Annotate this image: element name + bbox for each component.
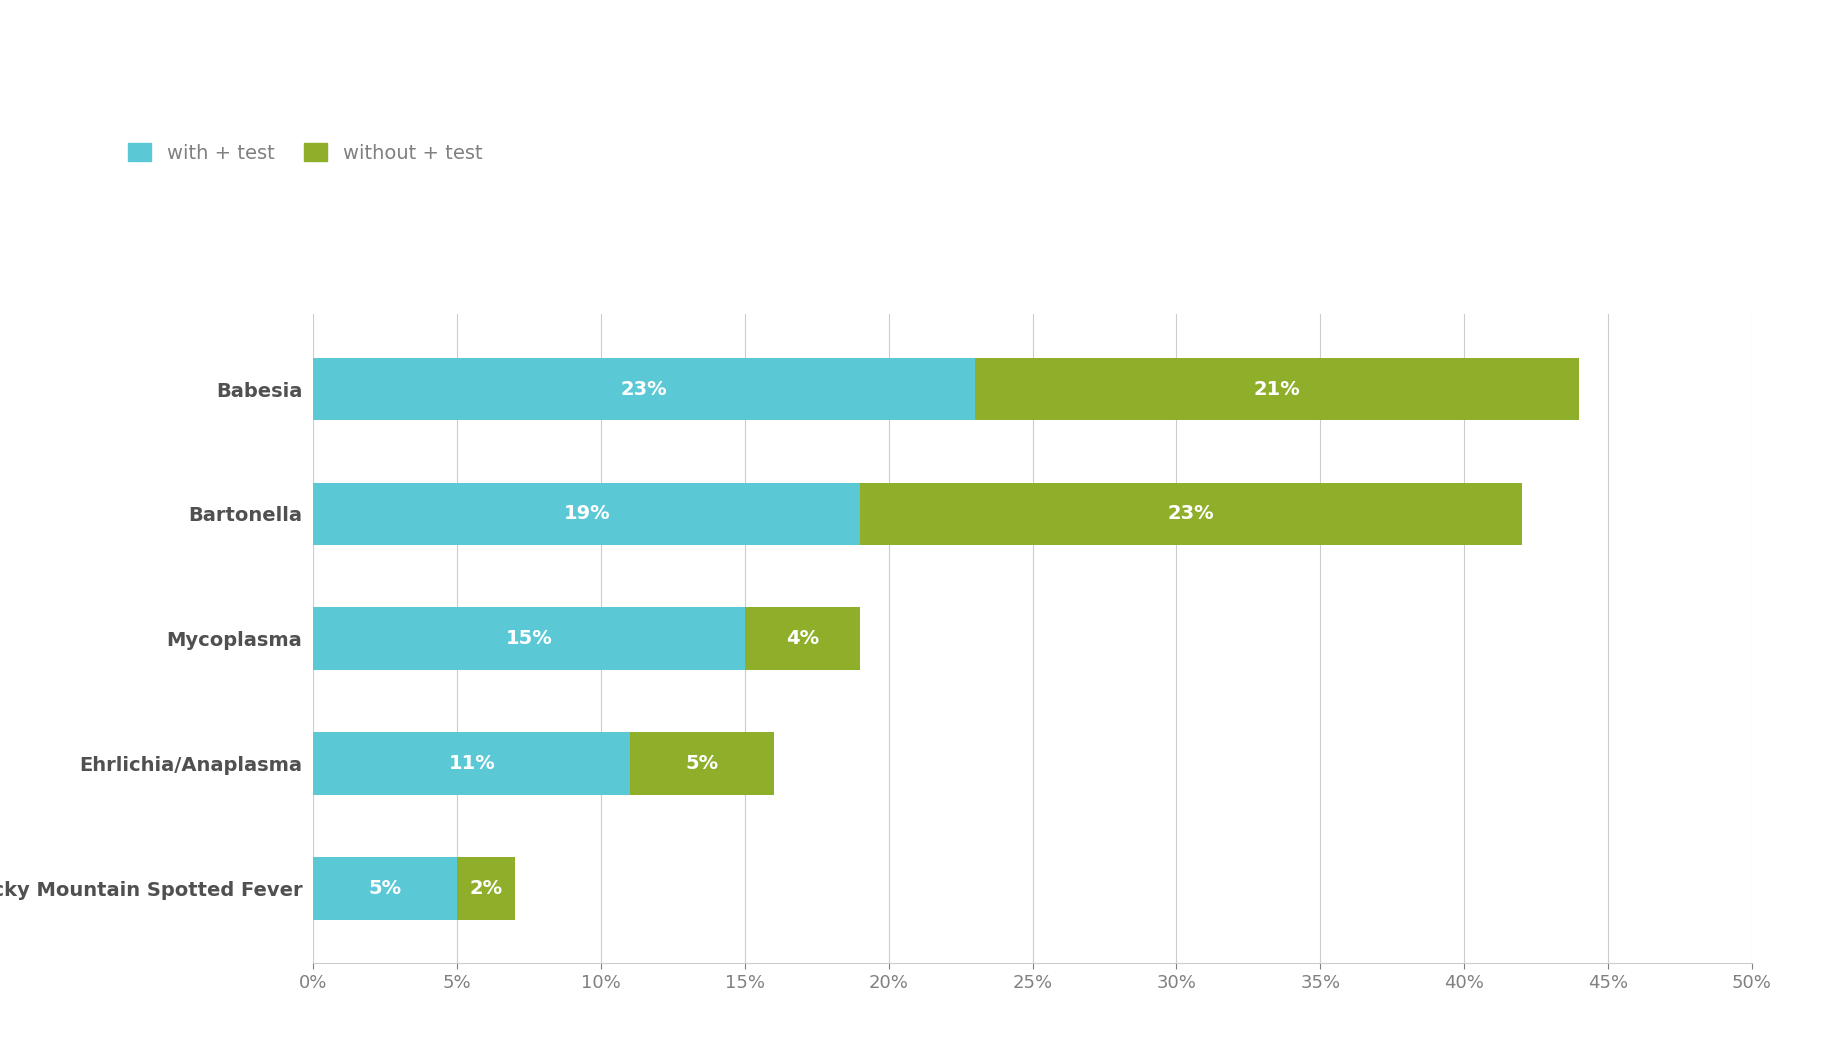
Text: 19%: 19%	[564, 505, 610, 524]
Bar	[975, 358, 1578, 420]
Bar	[313, 483, 859, 545]
Text: 2%: 2%	[470, 878, 503, 898]
Bar	[631, 732, 774, 795]
Text: 21%: 21%	[1254, 379, 1300, 399]
Legend: with + test, without + test: with + test, without + test	[120, 135, 491, 171]
Text: 4%: 4%	[786, 629, 819, 648]
Text: 11%: 11%	[448, 754, 494, 773]
Bar	[859, 483, 1521, 545]
Bar	[745, 607, 859, 670]
Bar	[313, 857, 457, 919]
Text: 15%: 15%	[505, 629, 553, 648]
Bar	[313, 732, 631, 795]
Bar	[457, 857, 514, 919]
Text: 5%: 5%	[369, 878, 402, 898]
Text: 23%: 23%	[621, 379, 668, 399]
Bar	[313, 358, 975, 420]
Text: 5%: 5%	[686, 754, 719, 773]
Bar	[313, 607, 745, 670]
Text: 23%: 23%	[1167, 505, 1213, 524]
